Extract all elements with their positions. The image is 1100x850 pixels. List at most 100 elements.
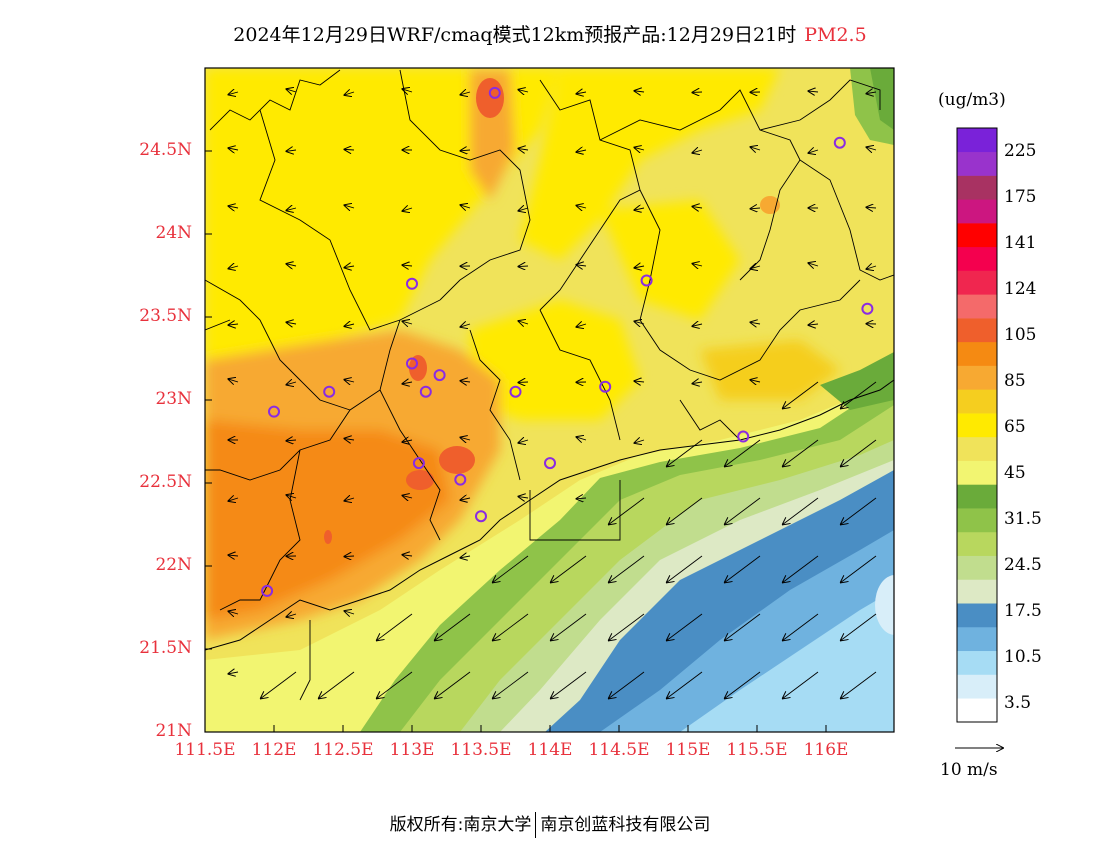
- boundary-line: [599, 89, 801, 281]
- colorbar-label: 124: [1004, 279, 1037, 299]
- axis-ticks: [204, 150, 827, 733]
- x-tick-label: 116E: [803, 740, 849, 760]
- wind-arrow: [519, 208, 529, 211]
- station-circle: [268, 405, 280, 418]
- wind-arrow: [519, 149, 529, 150]
- copyright-footer: 版权所有:南京大学 南京创蓝科技有限公司: [0, 810, 1100, 838]
- wind-arrow: [229, 379, 239, 382]
- colorbar-swatch: [957, 151, 997, 176]
- colorbar-label: 105: [1004, 325, 1037, 345]
- wind-arrow: [403, 555, 413, 556]
- wind-arrow: [493, 613, 529, 640]
- wind-arrow: [551, 555, 587, 582]
- wind-arrow: [377, 613, 413, 640]
- colorbar-swatch: [957, 698, 997, 723]
- wind-arrow: [461, 324, 471, 327]
- colorbar-label: 10.5: [1004, 647, 1042, 667]
- wind-arrow: [841, 671, 877, 698]
- map-title: 2024年12月29日WRF/cmaq模式12km预报产品:12月29日21时 P…: [0, 20, 1100, 47]
- wind-arrow: [609, 555, 645, 582]
- wind-arrow: [783, 613, 819, 640]
- wind-arrow: [461, 92, 471, 95]
- wind-arrow: [577, 206, 587, 208]
- boundary-line: [679, 399, 741, 441]
- station-circle: [599, 380, 612, 393]
- wind-arrow: [783, 381, 819, 408]
- wind-arrow: [635, 321, 645, 324]
- station-circle: [861, 302, 874, 315]
- wind-arrow: [609, 497, 645, 524]
- wind-arrow: [635, 147, 645, 150]
- colorbar-swatch: [957, 341, 997, 366]
- boundary-line: [469, 329, 521, 481]
- wind-arrow: [751, 322, 761, 324]
- y-tick-label: 24N: [155, 223, 192, 243]
- wind-arrow: [345, 92, 355, 95]
- station-circle: [412, 457, 425, 470]
- boundary-line: [539, 309, 621, 441]
- y-tick-label: 23.5N: [139, 306, 192, 326]
- wind-arrow: [751, 266, 761, 269]
- variable-name: PM2.5: [804, 24, 867, 46]
- colorbar-swatch: [957, 531, 997, 556]
- station-circle: [509, 385, 522, 398]
- wind-arrow: [403, 496, 413, 498]
- colorbar-swatch: [957, 650, 997, 675]
- station-markers: [261, 86, 874, 597]
- colorbar-swatch: [957, 246, 997, 271]
- colorbar-swatch: [957, 270, 997, 295]
- field-band-darkorange-sw: [205, 420, 450, 620]
- wind-arrow: [867, 92, 877, 94]
- wind-arrow: [693, 207, 703, 208]
- wind-arrow: [519, 266, 529, 267]
- station-circle: [454, 473, 467, 486]
- wind-arrow: [345, 266, 355, 268]
- wind-arrow: [519, 321, 529, 324]
- wind-arrow: [229, 148, 239, 150]
- y-tick-label: 21.5N: [139, 638, 192, 658]
- colorbar-swatch: [957, 365, 997, 390]
- wind-arrow: [725, 671, 761, 698]
- colorbar-label: 45: [1004, 463, 1026, 483]
- wind-arrow: [667, 671, 703, 698]
- wind-arrow: [287, 89, 297, 92]
- wind-arrow: [287, 264, 297, 266]
- colorbar-swatch: [957, 579, 997, 604]
- station-circle: [323, 385, 336, 398]
- station-circle: [640, 274, 653, 287]
- y-tick-label: 22N: [155, 555, 192, 575]
- colorbar-swatch: [957, 626, 997, 652]
- station-circle: [406, 277, 418, 290]
- colorbar-swatch: [957, 555, 997, 580]
- wind-arrow: [693, 264, 703, 266]
- wind-arrow: [403, 265, 413, 266]
- boundary-line: [209, 69, 341, 131]
- wind-arrow: [783, 497, 819, 524]
- colorbar-label: 141: [1004, 233, 1037, 253]
- field-band-paleblue: [875, 575, 894, 635]
- wind-arrow: [841, 439, 877, 466]
- wind-arrow: [725, 555, 761, 582]
- hotspot-jiangmen: [406, 470, 434, 490]
- boundary-line: [799, 159, 894, 281]
- wind-arrow: [751, 380, 761, 382]
- station-circle: [261, 584, 274, 597]
- field-band-yellow-n: [520, 68, 780, 260]
- wind-arrow: [841, 555, 877, 582]
- field-band-darkgreen-ne: [870, 68, 894, 130]
- x-tick-label: 115E: [665, 740, 711, 760]
- colorbar-swatch: [957, 128, 997, 153]
- station-circle: [488, 86, 501, 99]
- wind-arrow: [287, 382, 297, 385]
- x-tick-label: 114.5E: [588, 740, 650, 760]
- wind-arrow: [403, 440, 413, 442]
- wind-arrow: [377, 671, 413, 698]
- wind-arrow: [725, 439, 761, 466]
- wind-arrow: [609, 671, 645, 698]
- wind-arrow: [229, 611, 239, 614]
- wind-arrow: [403, 208, 413, 211]
- wind-arrow: [809, 150, 819, 153]
- wind-arrow: [261, 671, 297, 698]
- colorbar-swatch: [957, 674, 997, 699]
